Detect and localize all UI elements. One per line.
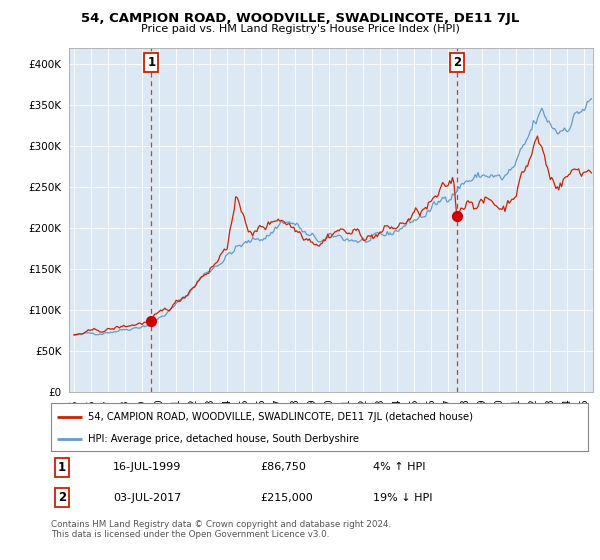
Text: 2: 2 (58, 491, 66, 504)
Text: 03-JUL-2017: 03-JUL-2017 (113, 493, 181, 503)
Text: 19% ↓ HPI: 19% ↓ HPI (373, 493, 433, 503)
Text: Price paid vs. HM Land Registry's House Price Index (HPI): Price paid vs. HM Land Registry's House … (140, 24, 460, 34)
Text: 1: 1 (58, 461, 66, 474)
Text: 16-JUL-1999: 16-JUL-1999 (113, 462, 181, 472)
Text: 4% ↑ HPI: 4% ↑ HPI (373, 462, 426, 472)
Text: HPI: Average price, detached house, South Derbyshire: HPI: Average price, detached house, Sout… (88, 434, 359, 444)
Text: 1: 1 (147, 56, 155, 69)
Text: 2: 2 (452, 56, 461, 69)
Point (146, 316, 156, 325)
Text: £215,000: £215,000 (260, 493, 313, 503)
Text: Contains HM Land Registry data © Crown copyright and database right 2024.
This d: Contains HM Land Registry data © Crown c… (51, 520, 391, 539)
Text: 54, CAMPION ROAD, WOODVILLE, SWADLINCOTE, DE11 7JL: 54, CAMPION ROAD, WOODVILLE, SWADLINCOTE… (81, 12, 519, 25)
Point (452, 211, 461, 220)
Text: £86,750: £86,750 (260, 462, 307, 472)
Text: 54, CAMPION ROAD, WOODVILLE, SWADLINCOTE, DE11 7JL (detached house): 54, CAMPION ROAD, WOODVILLE, SWADLINCOTE… (88, 412, 473, 422)
